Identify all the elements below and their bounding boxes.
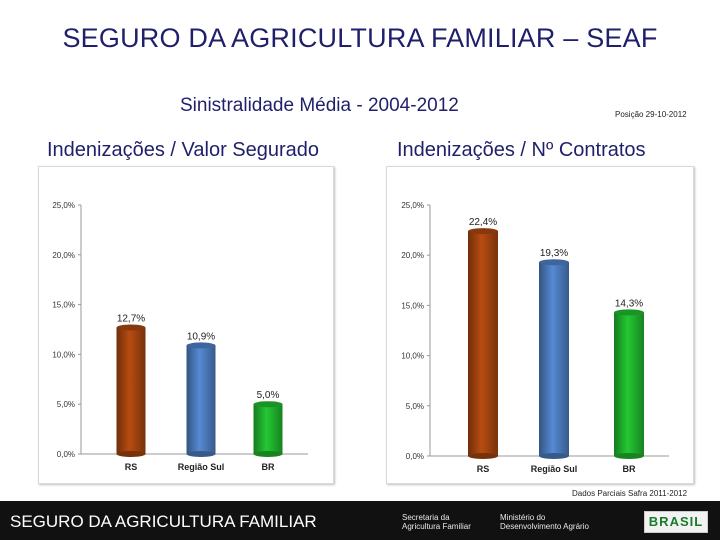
y-tick-label: 20,0% [401, 251, 424, 260]
y-tick-label: 5,0% [406, 402, 424, 411]
left-chart-heading: Indenizações / Valor Segurado [47, 139, 320, 161]
x-tick-label: Região Sul [178, 462, 225, 472]
bar-cap [468, 228, 498, 235]
bar-br [253, 404, 283, 454]
bar-cap [614, 309, 644, 316]
y-tick-label: 25,0% [52, 201, 75, 210]
data-label: 12,7% [117, 314, 145, 325]
x-tick-label: RS [477, 464, 490, 474]
bar-rs [468, 231, 498, 456]
y-tick-label: 15,0% [401, 301, 424, 310]
mda-logo-line-1: Ministério do [500, 513, 546, 522]
y-tick-label: 25,0% [401, 201, 424, 210]
bar-base [186, 451, 216, 457]
y-tick-label: 10,0% [401, 352, 424, 361]
chart-valor-segurado: 0,0% 5,0% 10,0% 15,0% 20,0% 25,0% 12,7% RS 10,9%… [52, 201, 308, 472]
position-date-note: Posição 29-10-2012 [615, 110, 687, 119]
y-tick-label: 0,0% [406, 452, 424, 461]
bar-região-sul [186, 345, 216, 454]
y-tick-label: 15,0% [52, 301, 75, 310]
y-tick-label: 20,0% [52, 251, 75, 260]
bar-região-sul [539, 262, 569, 456]
chart-contratos: 0,0% 5,0% 10,0% 15,0% 20,0% 25,0% 22,4% RS 19,3%… [401, 201, 669, 474]
source-note: Dados Parciais Safra 2011-2012 [572, 489, 688, 498]
bar-cap [116, 324, 146, 331]
data-label: 5,0% [257, 390, 280, 401]
bar-cap [186, 342, 216, 349]
mda-logo: Ministério do Desenvolvimento Agrário [500, 513, 589, 531]
bar-base [253, 451, 283, 457]
chart-panel-contratos: 0,0% 5,0% 10,0% 15,0% 20,0% 25,0% 22,4% RS 19,3%… [386, 166, 694, 484]
bar-br [614, 312, 644, 456]
page-subtitle: Sinistralidade Média - 2004-2012 [180, 95, 459, 116]
data-label: 10,9% [187, 331, 215, 342]
y-tick-label: 5,0% [57, 400, 75, 409]
footer-bar: SEGURO DA AGRICULTURA FAMILIAR Secretari… [0, 501, 720, 540]
bar-rs [116, 327, 146, 454]
data-label: 19,3% [540, 248, 568, 259]
x-tick-label: BR [623, 464, 636, 474]
data-label: 14,3% [615, 298, 643, 309]
bar-base [614, 453, 644, 459]
bar-cap [253, 401, 283, 408]
x-tick-label: Região Sul [531, 464, 578, 474]
saf-logo-line-1: Secretaria da [402, 513, 450, 522]
mda-logo-line-2: Desenvolvimento Agrário [500, 522, 589, 531]
brasil-logo: BRASIL [644, 511, 708, 533]
bar-base [539, 453, 569, 459]
chart-panel-valor-segurado: 0,0% 5,0% 10,0% 15,0% 20,0% 25,0% 12,7% RS 10,9%… [38, 166, 334, 484]
bar-base [116, 451, 146, 457]
y-tick-label: 0,0% [57, 450, 75, 459]
footer-title: SEGURO DA AGRICULTURA FAMILIAR [10, 512, 317, 531]
bar-cap [539, 259, 569, 266]
bar-base [468, 453, 498, 459]
y-tick-label: 10,0% [52, 350, 75, 359]
saf-logo: Secretaria da Agricultura Familiar [402, 513, 471, 531]
x-tick-label: BR [262, 462, 275, 472]
x-tick-label: RS [125, 462, 138, 472]
right-chart-heading: Indenizações / Nº Contratos [397, 139, 646, 161]
saf-logo-line-2: Agricultura Familiar [402, 522, 471, 531]
data-label: 22,4% [469, 217, 497, 228]
page-title: SEGURO DA AGRICULTURA FAMILIAR – SEAF [62, 23, 658, 53]
